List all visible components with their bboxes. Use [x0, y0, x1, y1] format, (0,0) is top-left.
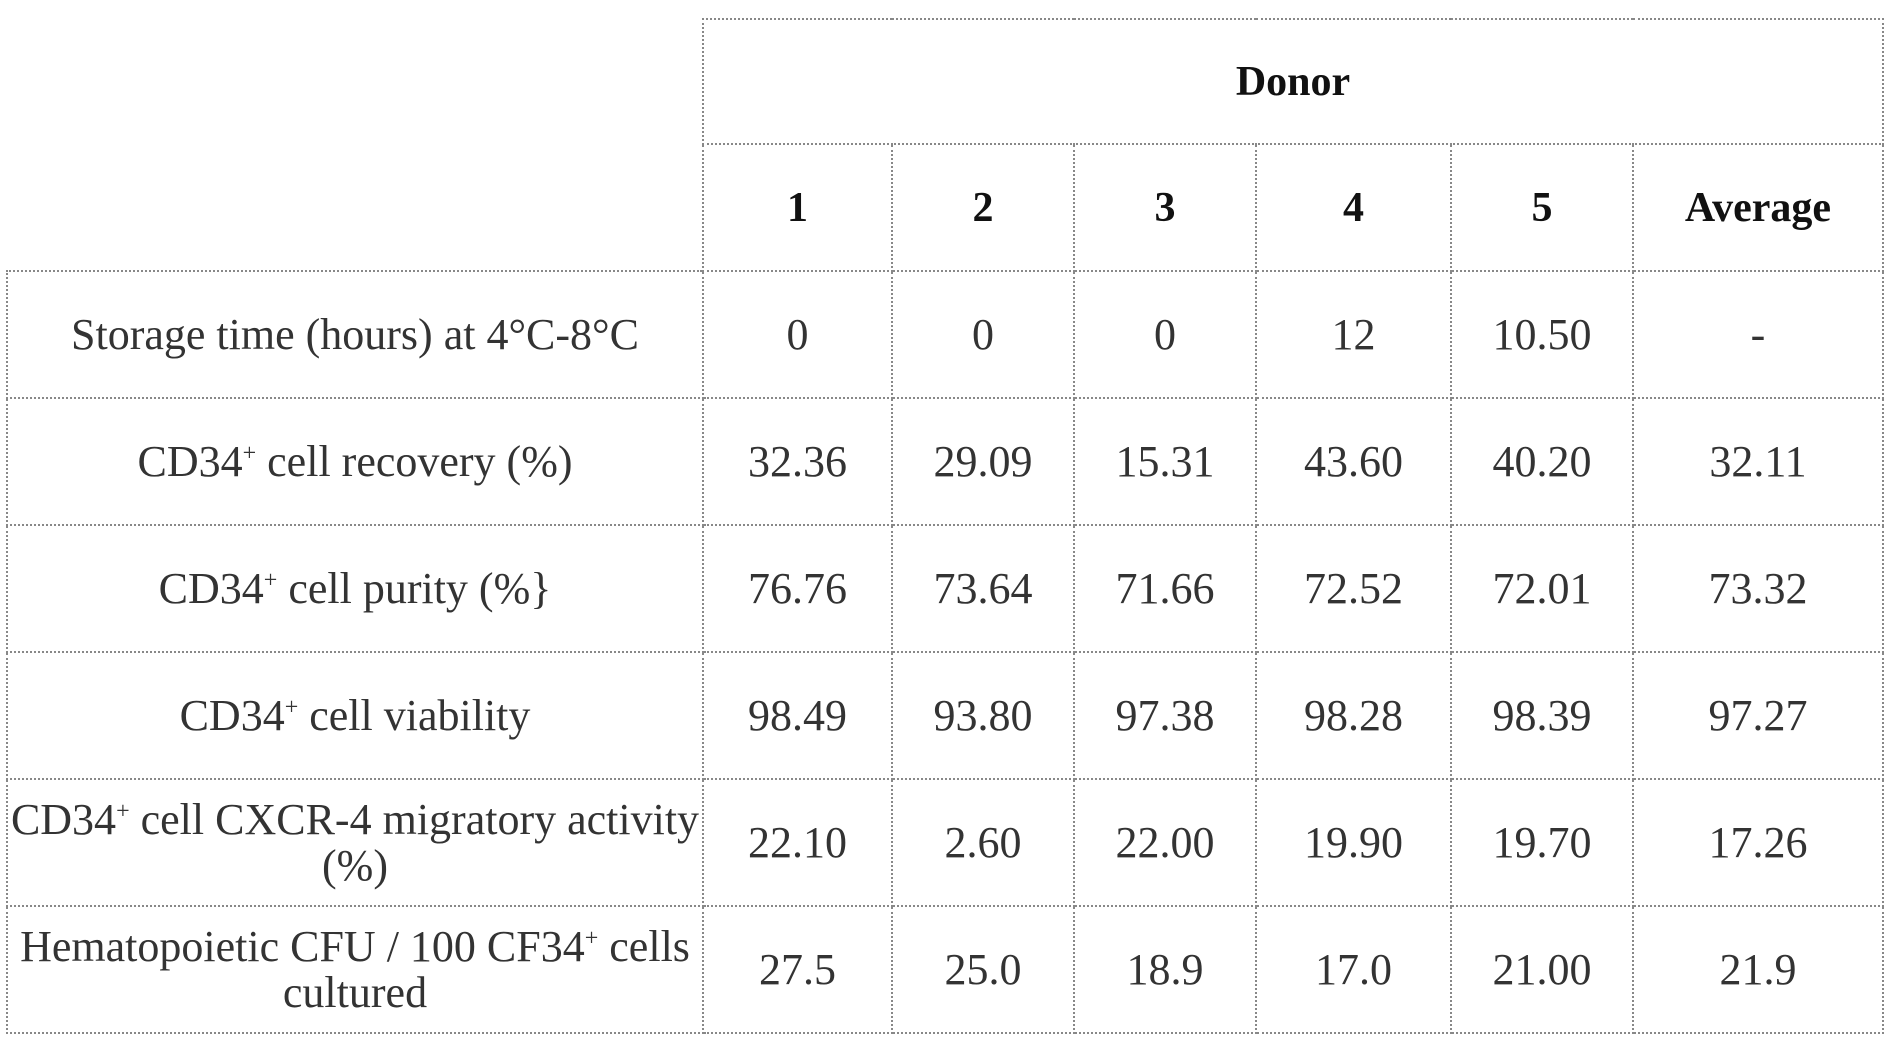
- table-row: CD34+ cell purity (%} 76.76 73.64 71.66 …: [6, 524, 1884, 653]
- row-label: CD34+ cell CXCR-4 migratory activity (%): [6, 778, 704, 907]
- column-header-row: 1 2 3 4 5 Average: [7, 143, 1884, 272]
- table-cell: 43.60: [1255, 397, 1452, 526]
- row-label: Storage time (hours) at 4°C-8°C: [6, 270, 704, 399]
- table-cell: 72.01: [1450, 524, 1634, 653]
- row-label: CD34+ cell purity (%}: [6, 524, 704, 653]
- table-cell: 71.66: [1073, 524, 1257, 653]
- table-cell: 98.39: [1450, 651, 1634, 780]
- table-cell: 12: [1255, 270, 1452, 399]
- table-cell: 21.9: [1632, 905, 1884, 1034]
- table-cell: 76.76: [702, 524, 893, 653]
- table-cell: 73.32: [1632, 524, 1884, 653]
- column-header: 2: [891, 143, 1075, 272]
- table-cell: 97.38: [1073, 651, 1257, 780]
- table-cell: 32.11: [1632, 397, 1884, 526]
- table-cell: 19.90: [1255, 778, 1452, 907]
- table-row: CD34+ cell recovery (%) 32.36 29.09 15.3…: [6, 397, 1884, 526]
- table-cell: 32.36: [702, 397, 893, 526]
- column-header-average: Average: [1632, 143, 1884, 272]
- column-header: 3: [1073, 143, 1257, 272]
- table-cell: 19.70: [1450, 778, 1634, 907]
- table-cell: 0: [1073, 270, 1257, 399]
- table-cell: 10.50: [1450, 270, 1634, 399]
- table-cell: 25.0: [891, 905, 1075, 1034]
- data-table-container: Donor 1 2 3 4 5 Average Storage time (ho…: [6, 18, 1884, 1038]
- table-cell: 17.0: [1255, 905, 1452, 1034]
- donor-table: Donor 1 2 3 4 5 Average Storage time (ho…: [6, 18, 1884, 1034]
- table-cell: 97.27: [1632, 651, 1884, 780]
- table-cell: 22.10: [702, 778, 893, 907]
- table-cell: 0: [891, 270, 1075, 399]
- group-header-row: Donor: [7, 18, 1884, 145]
- table-cell: 98.28: [1255, 651, 1452, 780]
- table-cell: 29.09: [891, 397, 1075, 526]
- table-cell: 73.64: [891, 524, 1075, 653]
- column-header: 1: [702, 143, 893, 272]
- table-cell: 22.00: [1073, 778, 1257, 907]
- table-row: Storage time (hours) at 4°C-8°C 0 0 0 12…: [6, 270, 1884, 399]
- table-cell: 2.60: [891, 778, 1075, 907]
- table-row: CD34+ cell viability 98.49 93.80 97.38 9…: [6, 651, 1884, 780]
- row-label: Hematopoietic CFU / 100 CF34+ cells cult…: [6, 905, 704, 1034]
- table-cell: 93.80: [891, 651, 1075, 780]
- row-label: CD34+ cell recovery (%): [6, 397, 704, 526]
- table-row: CD34+ cell CXCR-4 migratory activity (%)…: [6, 778, 1884, 907]
- donor-group-header: Donor: [702, 18, 1884, 145]
- table-cell: 15.31: [1073, 397, 1257, 526]
- table-cell: 72.52: [1255, 524, 1452, 653]
- table-cell: 27.5: [702, 905, 893, 1034]
- table-row: Hematopoietic CFU / 100 CF34+ cells cult…: [6, 905, 1884, 1034]
- table-cell: 0: [702, 270, 893, 399]
- column-header: 4: [1255, 143, 1452, 272]
- column-header: 5: [1450, 143, 1634, 272]
- row-label: CD34+ cell viability: [6, 651, 704, 780]
- table-cell: 98.49: [702, 651, 893, 780]
- table-cell: 40.20: [1450, 397, 1634, 526]
- table-cell: 17.26: [1632, 778, 1884, 907]
- table-cell: 18.9: [1073, 905, 1257, 1034]
- table-cell: -: [1632, 270, 1884, 399]
- empty-corner-cell: [7, 19, 703, 144]
- table-cell: 21.00: [1450, 905, 1634, 1034]
- empty-corner-cell: [7, 144, 703, 271]
